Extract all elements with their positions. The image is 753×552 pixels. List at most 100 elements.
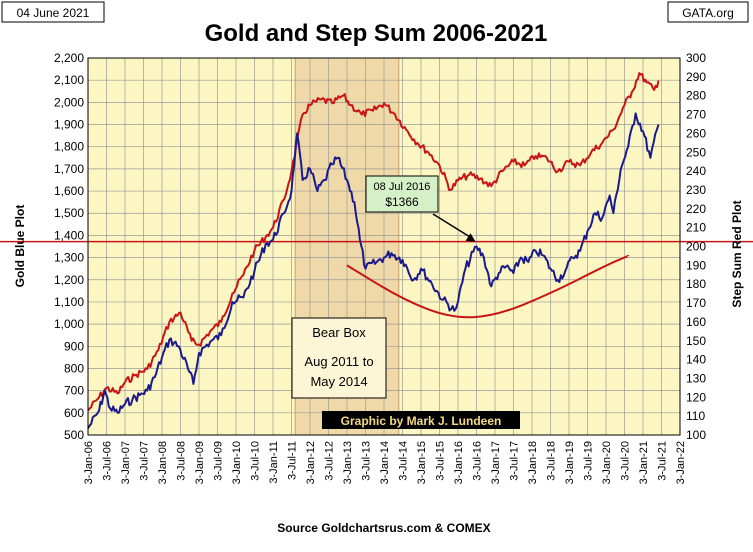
- right-tick-label: 120: [686, 390, 706, 404]
- x-tick-label: 3-Jan-18: [527, 441, 539, 484]
- x-tick-label: 3-Jul-12: [324, 441, 336, 481]
- left-tick-label: 1,700: [54, 162, 84, 176]
- left-tick-label: 1,800: [54, 140, 84, 154]
- x-tick-label: 3-Jan-13: [342, 441, 354, 484]
- x-tick-label: 3-Jan-14: [379, 441, 391, 484]
- right-tick-label: 270: [686, 108, 706, 122]
- x-tick-label: 3-Jul-19: [583, 441, 595, 481]
- callout-arrow-line: [432, 213, 474, 240]
- left-tick-label: 1,600: [54, 184, 84, 198]
- x-tick-label: 3-Jan-06: [83, 441, 95, 484]
- x-tick-label: 3-Jul-08: [176, 441, 188, 481]
- left-tick-label: 1,000: [54, 317, 84, 331]
- x-tick-label: 3-Jan-12: [305, 441, 317, 484]
- x-tick-label: 3-Jul-21: [657, 441, 669, 481]
- right-tick-label: 110: [686, 409, 705, 423]
- x-tick-label: 3-Jul-11: [287, 441, 299, 480]
- callout-price: $1366: [385, 195, 419, 209]
- right-tick-label: 200: [686, 240, 706, 254]
- left-tick-label: 800: [64, 361, 84, 375]
- right-tick-label: 190: [686, 258, 706, 272]
- x-tick-label: 3-Jan-16: [453, 441, 465, 484]
- x-tick-label: 3-Jan-07: [120, 441, 132, 484]
- x-axis-ticks: 3-Jan-06 3-Jul-06 3-Jan-07 3-Jul-07 3-Jan-08…: [83, 441, 687, 484]
- x-tick-label: 3-Jul-20: [620, 441, 632, 481]
- callout-date: 08 Jul 2016: [374, 181, 431, 193]
- left-tick-label: 2,000: [54, 95, 84, 109]
- left-tick-label: 900: [64, 339, 84, 353]
- left-tick-label: 2,200: [54, 51, 84, 65]
- x-tick-label: 3-Jan-09: [194, 441, 206, 484]
- x-tick-label: 3-Jul-09: [213, 441, 225, 481]
- left-tick-label: 1,400: [54, 228, 84, 242]
- callout-box: [365, 175, 439, 213]
- right-tick-label: 290: [686, 70, 706, 84]
- left-tick-label: 1,100: [54, 295, 84, 309]
- x-tick-label: 3-Jan-21: [638, 441, 650, 484]
- right-tick-label: 140: [686, 353, 706, 367]
- site-box: [667, 1, 749, 23]
- right-tick-label: 300: [686, 51, 706, 65]
- left-tick-label: 700: [64, 384, 84, 398]
- x-tick-label: 3-Jan-22: [675, 441, 687, 484]
- right-tick-label: 230: [686, 183, 706, 197]
- x-tick-label: 3-Jan-20: [601, 441, 613, 484]
- left-tick-label: 500: [64, 428, 84, 442]
- left-tick-label: 1,500: [54, 206, 84, 220]
- right-tick-label: 260: [686, 126, 706, 140]
- x-tick-label: 3-Jan-10: [231, 441, 243, 484]
- graphic-credit: Graphic by Mark J. Lundeen: [341, 414, 502, 428]
- left-tick-label: 1,200: [54, 273, 84, 287]
- source-label: Source Goldchartsrus.com & COMEX: [277, 521, 490, 535]
- right-tick-label: 180: [686, 277, 706, 291]
- left-tick-label: 2,100: [54, 73, 84, 87]
- x-tick-label: 3-Jul-07: [139, 441, 151, 481]
- right-axis-ticks: 100 110 120 130 140 150 160 170 180 190 200 210 220 2…: [686, 51, 706, 442]
- x-tick-label: 3-Jan-19: [564, 441, 576, 484]
- chart-title: Gold and Step Sum 2006-2021: [205, 20, 548, 47]
- credit-bar: [322, 411, 520, 429]
- x-tick-label: 3-Jul-10: [250, 441, 262, 481]
- plot-border: [87, 57, 681, 436]
- x-tick-label: 3-Jan-15: [416, 441, 428, 484]
- date-box: [1, 1, 105, 23]
- x-tick-label: 3-Jul-14: [398, 441, 410, 481]
- left-tick-label: 1,900: [54, 118, 84, 132]
- left-axis-title: Gold Blue Plot: [13, 205, 27, 288]
- x-tick-label: 3-Jul-15: [435, 441, 447, 481]
- x-tick-label: 3-Jan-11: [268, 441, 280, 484]
- right-tick-label: 250: [686, 145, 706, 159]
- bear-box-range-end: May 2014: [310, 374, 367, 389]
- right-tick-label: 100: [686, 428, 706, 442]
- x-tick-label: 3-Jul-06: [102, 441, 114, 481]
- right-tick-label: 210: [686, 221, 706, 235]
- left-tick-label: 1,300: [54, 251, 84, 265]
- bottom-arc: [346, 254, 630, 319]
- right-tick-label: 130: [686, 371, 706, 385]
- callout-arrow-head: [465, 233, 476, 242]
- left-tick-label: 600: [64, 406, 84, 420]
- bear-box-range-start: Aug 2011 to: [304, 354, 373, 369]
- x-tick-label: 3-Jul-18: [546, 441, 558, 481]
- right-tick-label: 150: [686, 334, 706, 348]
- x-tick-label: 3-Jan-17: [490, 441, 502, 484]
- left-axis-ticks: 500 600 700 800 900 1,000 1,100 1,200 1,300 1,400…: [54, 51, 84, 442]
- site-label: GATA.org: [682, 6, 734, 20]
- right-tick-label: 170: [686, 296, 706, 310]
- date-label: 04 June 2021: [17, 6, 90, 20]
- x-tick-label: 3-Jul-16: [472, 441, 484, 481]
- x-tick-label: 3-Jul-13: [361, 441, 373, 481]
- right-tick-label: 280: [686, 89, 706, 103]
- x-tick-label: 3-Jan-08: [157, 441, 169, 484]
- bear-box-annotation: [291, 317, 387, 399]
- right-tick-label: 240: [686, 164, 706, 178]
- x-tick-label: 3-Jul-17: [509, 441, 521, 481]
- bear-box-title: Bear Box: [312, 325, 366, 340]
- step-sum-series-line: [87, 72, 660, 412]
- right-axis-title: Step Sum Red Plot: [730, 200, 744, 307]
- right-tick-label: 160: [686, 315, 706, 329]
- right-tick-label: 220: [686, 202, 706, 216]
- gold-series-line: [87, 112, 660, 429]
